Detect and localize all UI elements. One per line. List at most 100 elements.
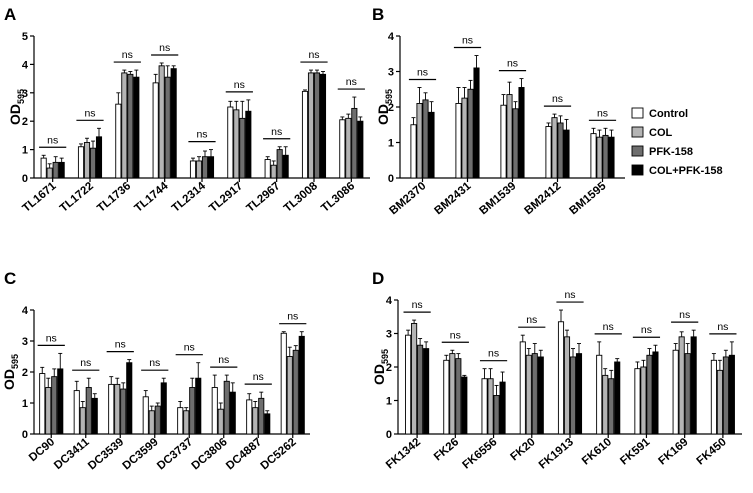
y-tick-label: 0 xyxy=(22,429,28,441)
significance-label: ns xyxy=(84,107,95,119)
category-label-fk1342: FK1342 xyxy=(384,436,423,471)
bar-col-pfk-158-tl2967 xyxy=(282,154,289,179)
bar-pfk-158-bm2431 xyxy=(467,88,474,179)
bar-col-pfk-158-tl2314 xyxy=(207,156,215,179)
category-label-fk1913: FK1913 xyxy=(537,436,576,471)
category-label-dc3806: DC3806 xyxy=(190,436,230,472)
bar-col-dc3411 xyxy=(79,407,86,435)
category-label-fk20: FK20 xyxy=(508,436,537,463)
bar-control-dc3599 xyxy=(142,396,149,435)
bar-col-fk1913 xyxy=(563,336,571,435)
category-label-dc90: DC90 xyxy=(27,436,57,464)
bar-col-bm1539 xyxy=(506,94,513,179)
category-label-dc4887: DC4887 xyxy=(224,436,264,472)
bar-col-tl3008 xyxy=(307,72,315,179)
category-label-tl3008: TL3008 xyxy=(282,180,321,215)
category-label-bm2370: BM2370 xyxy=(387,180,428,217)
bar-col-pfk-158-fk1342 xyxy=(423,348,430,435)
bar-col-bm2370 xyxy=(416,102,423,179)
bar-col-pfk-158-bm2370 xyxy=(428,111,435,179)
y-tick-label: 4 xyxy=(22,305,29,317)
legend-swatch-col-pfk-158 xyxy=(631,164,644,176)
category-label-tl2917: TL2917 xyxy=(207,180,245,215)
significance-label: ns xyxy=(234,79,245,91)
bar-col-tl1736 xyxy=(121,72,128,179)
bar-pfk-158-dc3411 xyxy=(85,387,92,435)
category-label-tl2314: TL2314 xyxy=(170,180,209,215)
bar-col-dc5262 xyxy=(286,356,293,435)
bar-pfk-158-fk1913 xyxy=(569,356,577,435)
bar-pfk-158-tl3008 xyxy=(313,72,321,179)
category-label-dc3599: DC3599 xyxy=(121,436,161,472)
y-axis-label: OD595 xyxy=(375,89,394,125)
y-axis-label: OD595 xyxy=(7,89,26,125)
y-axis-label-main: OD xyxy=(371,364,387,385)
bar-pfk-158-fk1342 xyxy=(417,344,424,435)
significance-label: ns xyxy=(308,49,319,61)
bar-pfk-158-dc4887 xyxy=(258,397,265,435)
category-label-fk169: FK169 xyxy=(656,436,690,467)
significance-label: ns xyxy=(115,339,126,351)
bar-col-pfk-158-dc3411 xyxy=(91,397,98,435)
significance-label: ns xyxy=(462,35,473,47)
bar-col-pfk-158-tl3086 xyxy=(357,120,364,179)
significance-label: ns xyxy=(46,332,57,344)
significance-label: ns xyxy=(80,357,91,369)
bar-control-dc5262 xyxy=(280,332,287,435)
y-tick-label: 3 xyxy=(22,336,28,348)
significance-label: ns xyxy=(287,311,298,323)
category-label-bm1595: BM1595 xyxy=(567,180,608,218)
panel-letter: D xyxy=(372,269,384,288)
bar-pfk-158-tl2967 xyxy=(276,149,283,179)
y-tick-label: 3 xyxy=(388,67,394,79)
chart-panel-c: C OD595 0 1 2 3 4 DC90 ns DC3411 ns DC3539 ns DC3599 n… xyxy=(1,269,310,472)
category-label-bm2412: BM2412 xyxy=(522,180,563,217)
category-label-dc3539: DC3539 xyxy=(86,436,126,472)
bar-control-dc3411 xyxy=(73,390,80,435)
bar-col-pfk-158-dc3539 xyxy=(126,362,133,435)
y-tick-label: 0 xyxy=(22,173,28,185)
bar-col-fk169 xyxy=(678,336,685,435)
significance-label: ns xyxy=(564,289,575,301)
bar-pfk-158-dc5262 xyxy=(292,349,299,435)
bar-col-pfk-158-tl1671 xyxy=(58,161,65,179)
y-tick-label: 3 xyxy=(22,88,28,100)
panel-letter: A xyxy=(4,5,16,24)
category-label-tl2967: TL2967 xyxy=(245,180,283,215)
bar-col-fk610 xyxy=(602,374,609,435)
bar-col-pfk-158-fk1913 xyxy=(575,353,583,435)
category-label-dc3737: DC3737 xyxy=(155,436,195,472)
bar-pfk-158-fk26 xyxy=(455,358,462,435)
bar-control-tl2967 xyxy=(264,159,271,179)
significance-label: ns xyxy=(184,342,195,354)
bar-pfk-158-dc3539 xyxy=(120,388,127,435)
bar-control-bm2412 xyxy=(545,126,552,179)
bar-control-tl1671 xyxy=(40,157,47,179)
significance-label: ns xyxy=(597,107,608,119)
legend: Control COL PFK-158 COL+PFK-158 xyxy=(631,107,723,177)
category-label-bm2431: BM2431 xyxy=(432,180,473,218)
y-tick-label: 3 xyxy=(386,329,392,341)
bar-pfk-158-tl1736 xyxy=(127,73,134,179)
significance-label: ns xyxy=(149,357,160,369)
bar-control-fk450 xyxy=(710,359,717,435)
significance-label: ns xyxy=(679,309,690,321)
bar-control-bm2370 xyxy=(410,124,417,179)
bar-pfk-158-fk20 xyxy=(531,353,538,435)
y-axis-label-main: OD xyxy=(7,104,23,125)
bar-pfk-158-tl1671 xyxy=(52,161,59,179)
significance-label: ns xyxy=(196,129,207,141)
significance-label: ns xyxy=(603,321,614,333)
significance-label: ns xyxy=(412,299,423,311)
bar-control-tl3086 xyxy=(339,119,346,179)
bar-col-dc3599 xyxy=(148,410,155,435)
category-label-bm1539: BM1539 xyxy=(477,180,518,217)
bar-col-pfk-158-tl1736 xyxy=(133,76,140,179)
bar-control-tl2314 xyxy=(189,160,197,179)
bar-control-dc3737 xyxy=(177,407,184,435)
bar-pfk-158-bm1539 xyxy=(512,108,519,179)
bar-control-fk169 xyxy=(672,349,679,435)
bar-pfk-158-dc3599 xyxy=(154,405,161,435)
panel-letter: B xyxy=(372,5,384,24)
